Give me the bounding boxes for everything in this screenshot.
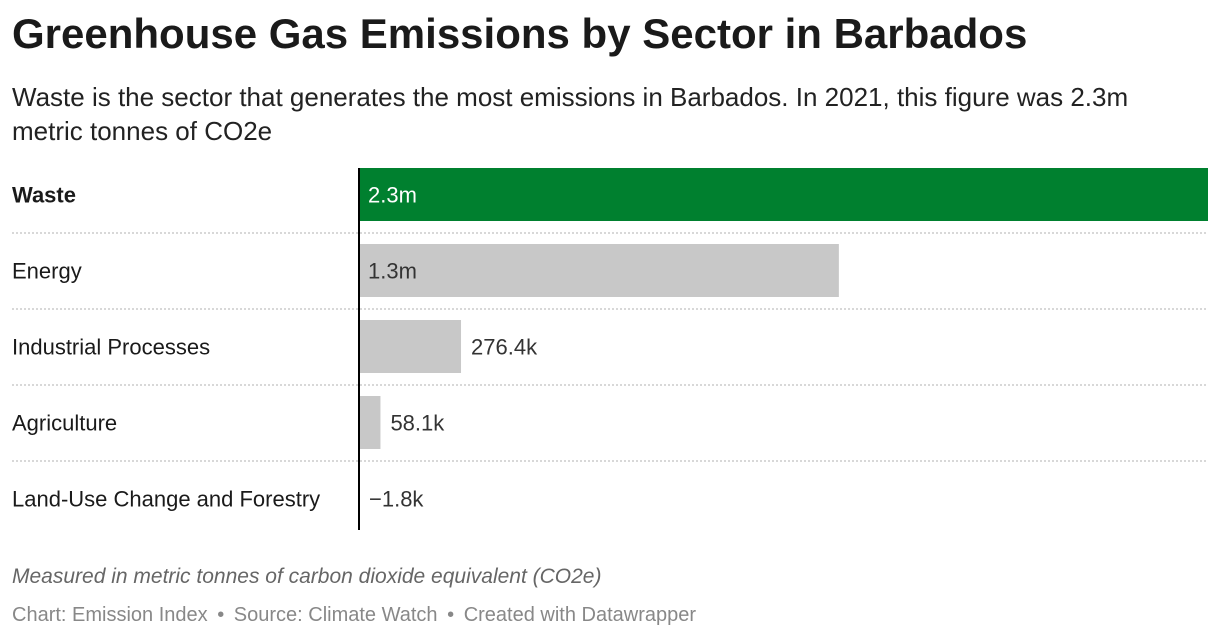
value-label: 1.3m: [368, 259, 417, 284]
chart-subtitle: Waste is the sector that generates the m…: [12, 82, 1129, 146]
bar: [359, 244, 839, 297]
value-label: 58.1k: [390, 411, 445, 436]
chart-credit: Chart: Emission Index: [12, 604, 208, 626]
category-label: Land-Use Change and Forestry: [12, 487, 320, 512]
footer-separator: •: [447, 604, 455, 626]
source-link[interactable]: Source: Climate Watch: [233, 604, 438, 626]
bar-chart: Waste 2.3m Energy 1.3m Industrial Processes 2…: [12, 168, 1208, 530]
category-label: Industrial Processes: [12, 335, 210, 360]
value-label: −1.8k: [369, 487, 424, 512]
bar: [359, 320, 462, 373]
category-label: Agriculture: [12, 411, 117, 436]
footer-separator: •: [217, 604, 225, 626]
bar: [359, 396, 381, 449]
datawrapper-link[interactable]: Created with Datawrapper: [463, 604, 697, 626]
category-label: Waste: [12, 183, 76, 208]
value-label: 2.3m: [368, 183, 417, 208]
bar: [359, 168, 1208, 221]
chart-footer: Chart: Emission Index • Source: Climate …: [12, 604, 696, 627]
chart-notes: Measured in metric tonnes of carbon diox…: [12, 565, 602, 588]
category-label: Energy: [12, 259, 82, 284]
value-label: 276.4k: [471, 335, 538, 360]
chart-title: Greenhouse Gas Emissions by Sector in Ba…: [12, 10, 1028, 57]
